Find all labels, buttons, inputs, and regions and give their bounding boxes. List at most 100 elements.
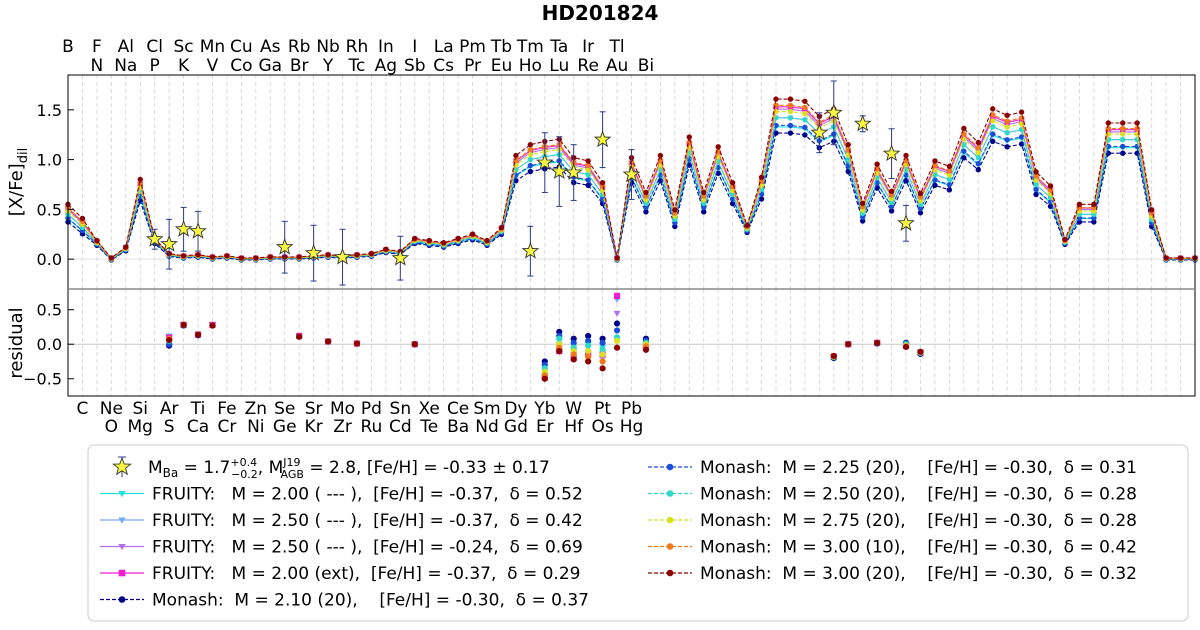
series-marker [701,189,707,196]
series-marker [1120,136,1126,143]
axis-ticks: 0.0 0.5 1.0 1.5 0.5 0.0 −0.5 [23,101,74,389]
element-label-top: Tm [516,37,544,57]
legend-marker [666,463,674,471]
obs-star [824,103,843,121]
obs-star [333,247,352,265]
element-label-bottom: Mg [128,417,153,437]
series-marker [975,167,981,173]
ytick-label: 0.5 [37,301,62,320]
element-label-top: Ho [519,56,542,76]
series-marker [1163,255,1169,261]
obs-star [174,220,193,237]
legend-marker [666,569,674,577]
residual-marker [556,335,563,342]
series-marker [513,152,519,159]
residual-marker [613,310,621,317]
series-marker [802,132,808,138]
element-label-bottom: Yb [533,399,555,419]
legend-label: FRUITY: M = 2.00 ( --- ), [Fe/H] = -0.37… [152,485,583,505]
legend-marker [666,516,674,524]
residual-marker [353,340,361,347]
element-label-top: I [412,37,417,57]
series-marker [1134,120,1140,126]
element-label-bottom: Ti [190,399,206,419]
series-marker [1091,201,1097,208]
element-label-bottom: Ni [247,417,264,437]
series-marker [802,110,808,117]
series-marker [874,185,880,191]
series-marker [888,208,895,214]
series-marker [1033,169,1039,175]
series-marker [412,235,418,242]
series-marker [1105,120,1112,126]
ytick-label: 0.0 [37,335,62,354]
series-marker [180,253,187,259]
series-marker [802,104,808,111]
legend-marker [118,544,126,551]
element-label-bottom: O [105,417,118,437]
element-label-top: Bi [638,56,654,76]
legend-marker [118,596,126,603]
element-label-top: F [92,37,102,57]
upper-ylabel: [X/Fe]dil [6,148,31,216]
obs-star [145,229,164,247]
residual-marker [180,321,187,328]
element-label-bottom: W [565,399,582,419]
obs-star [304,243,323,261]
series-marker [224,253,230,259]
legend-label: Monash: M = 2.75 (20), [Fe/H] = -0.30, δ… [700,511,1137,531]
series-marker [484,237,490,244]
series-marker [383,246,389,252]
series-marker [296,254,302,260]
residual-layer [165,292,924,383]
element-label-top: Sc [174,37,194,57]
element-label-bottom: Cr [218,417,237,437]
series-marker [802,117,808,123]
series-marker [527,156,534,163]
element-label-bottom: Se [274,399,295,419]
element-label-bottom: S [164,417,175,437]
series-marker [585,177,591,183]
series-marker [513,157,519,163]
element-label-bottom: Ge [273,417,297,437]
residual-marker [541,375,548,382]
series-marker [787,122,794,129]
series-marker [946,172,953,178]
series-marker [672,207,678,213]
element-label-top: K [178,56,190,76]
series-marker [758,174,765,180]
ytick-label: −0.5 [23,370,62,389]
series-marker [368,250,375,257]
legend-marker [118,569,126,577]
upper-ylabel-sub: dil [16,148,31,163]
series-marker [1120,131,1126,137]
series-marker [990,131,996,137]
residual-marker [613,320,621,327]
element-label-top: Ir [582,37,594,57]
obs-star [275,237,294,255]
element-label-bottom: Er [536,417,554,437]
series-marker [267,254,273,260]
series-marker [527,146,534,153]
element-label-top: Ag [375,56,397,76]
legend-label: Monash: M = 3.00 (20), [Fe/H] = -0.30, δ… [700,564,1137,584]
residual-marker [613,327,621,334]
residual-marker [613,344,621,351]
series-marker [975,149,981,156]
element-label-top: Mn [200,37,225,57]
legend-box [87,444,1189,622]
obs-star [189,221,207,239]
series-marker [123,244,129,250]
series-marker [1120,125,1126,132]
series-marker [946,168,953,174]
series-marker [961,141,967,148]
residual-marker [830,352,837,360]
residual-marker [599,351,606,358]
series-marker [990,138,996,145]
residual-marker [902,343,910,351]
element-label-bottom: Ca [187,417,209,437]
series-marker [903,152,909,159]
legend-obs-label: MBa = 1.7+0.4 −0.2, MJ19 AGB = 2.8, [Fe/H]… [148,456,550,481]
series-marker [961,155,967,161]
